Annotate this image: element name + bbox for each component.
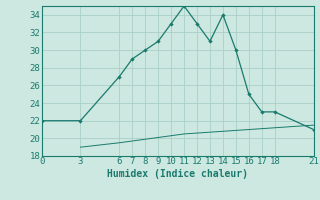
X-axis label: Humidex (Indice chaleur): Humidex (Indice chaleur) bbox=[107, 169, 248, 179]
